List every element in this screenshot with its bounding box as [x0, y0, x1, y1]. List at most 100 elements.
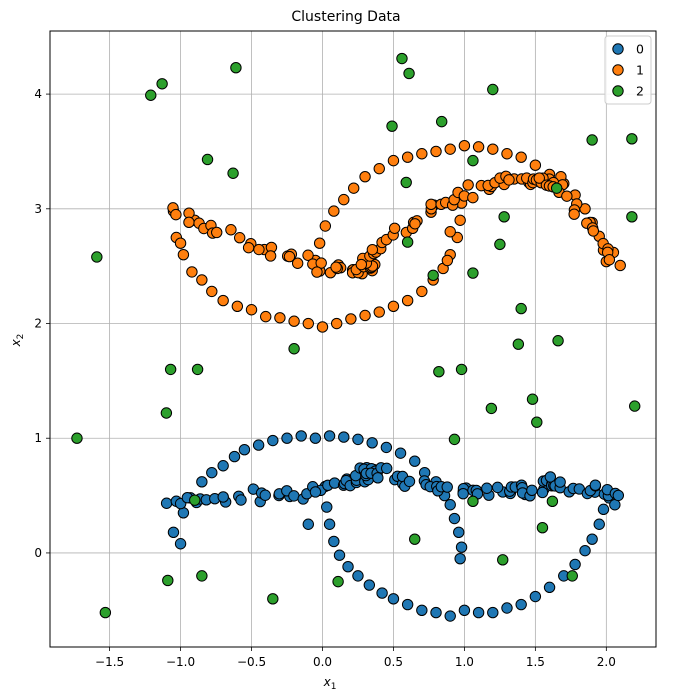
series-0-point — [376, 587, 388, 599]
series-0-point — [372, 472, 384, 484]
series-2-point — [267, 593, 279, 605]
x-tick-label: −0.5 — [237, 655, 266, 669]
series-0-point — [458, 604, 471, 616]
series-2-point — [160, 407, 173, 419]
y-tick-label: 3 — [34, 202, 42, 216]
series-1-point — [401, 151, 414, 163]
series-0-point — [544, 471, 557, 483]
series-0-point — [333, 549, 346, 561]
series-0-point — [217, 460, 229, 472]
series-0-point — [609, 499, 621, 511]
series-0-point — [455, 541, 468, 553]
series-0-point — [472, 606, 485, 619]
x-axis-label: x1 — [323, 675, 337, 692]
series-0-point — [338, 431, 350, 443]
x-tick-label: 1.5 — [526, 655, 545, 669]
series-0-point — [554, 476, 566, 488]
series-1-point — [245, 304, 258, 316]
series-1-point — [291, 257, 304, 269]
series-1-point — [614, 259, 626, 272]
series-0-point — [174, 538, 187, 550]
series-1-point — [387, 300, 400, 313]
series-2-point — [162, 574, 174, 587]
series-1-point — [217, 294, 229, 307]
series-1-point — [444, 226, 456, 238]
series-2-point — [566, 570, 578, 582]
legend-box — [604, 35, 652, 105]
series-2-point — [498, 211, 510, 223]
series-0-point — [167, 526, 180, 538]
series-0-point — [403, 475, 416, 488]
series-2-point — [467, 267, 479, 279]
series-1-point — [487, 143, 499, 155]
series-0-point — [589, 479, 602, 491]
series-1-point — [211, 226, 223, 239]
series-0-point — [430, 606, 442, 619]
series-2-point — [497, 554, 509, 566]
series-0-point — [593, 518, 605, 530]
series-0-point — [387, 593, 400, 605]
series-0-point — [309, 486, 322, 498]
series-1-point — [183, 216, 195, 229]
series-2-point — [536, 522, 549, 534]
series-1-point — [501, 148, 513, 160]
series-1-point — [302, 317, 314, 330]
series-1-point — [462, 179, 474, 191]
x-tick-label: −1.5 — [95, 655, 124, 669]
series-1-point — [416, 285, 428, 298]
series-0-point — [323, 518, 336, 530]
y-tick-label: 2 — [34, 317, 42, 331]
plot-area: −1.5 −1.0 −0.5 0.0 0.5 1.0 1.5 2.0 0 1 2 3 4 — [34, 30, 657, 669]
series-0-point — [380, 441, 393, 454]
series-2-point — [191, 363, 204, 376]
series-1-point — [561, 190, 573, 202]
series-1-point — [454, 214, 466, 226]
series-1-point — [387, 154, 400, 167]
series-1-point — [503, 174, 515, 186]
series-0-point — [323, 430, 336, 442]
x-axis-label-subscript: 1 — [331, 682, 337, 692]
x-tick-label: 1.0 — [455, 655, 474, 669]
legend-label-0: 0 — [636, 42, 644, 57]
series-2-point — [552, 335, 564, 347]
series-0-point — [515, 598, 527, 611]
series-0-point — [597, 503, 610, 516]
series-2-point — [99, 606, 112, 619]
series-1-point — [587, 225, 600, 237]
series-0-point — [366, 437, 378, 449]
series-0-point — [569, 558, 581, 571]
series-0-point — [235, 494, 247, 506]
series-2-point — [550, 182, 563, 194]
series-0-point — [228, 450, 241, 463]
series-1-point — [264, 250, 277, 262]
series-1-point — [170, 208, 182, 221]
series-1-point — [409, 218, 421, 230]
series-1-point — [225, 224, 237, 236]
series-0-point — [217, 491, 229, 503]
series-2-point — [427, 269, 439, 282]
series-0-point — [281, 432, 293, 444]
series-2-point — [386, 120, 398, 132]
series-1-point — [348, 182, 360, 194]
y-axis-label-main: x — [9, 338, 23, 347]
series-2-point — [531, 416, 543, 428]
series-2-point — [515, 302, 527, 315]
series-1-point — [206, 285, 218, 298]
series-1-point — [345, 313, 357, 325]
series-0-point — [454, 552, 466, 565]
series-1-point — [330, 317, 343, 330]
series-1-point — [330, 261, 342, 273]
series-2-point — [91, 251, 103, 263]
series-2-point — [512, 338, 525, 350]
series-1-point — [444, 143, 456, 155]
series-2-point — [230, 62, 242, 74]
series-2-point — [433, 365, 445, 378]
series-1-point — [316, 321, 329, 333]
series-2-point — [629, 400, 641, 412]
series-1-point — [260, 310, 272, 323]
series-1-point — [401, 294, 414, 307]
legend-marker-0 — [612, 43, 624, 55]
legend-label-1: 1 — [636, 63, 644, 78]
series-2-point — [227, 167, 239, 179]
